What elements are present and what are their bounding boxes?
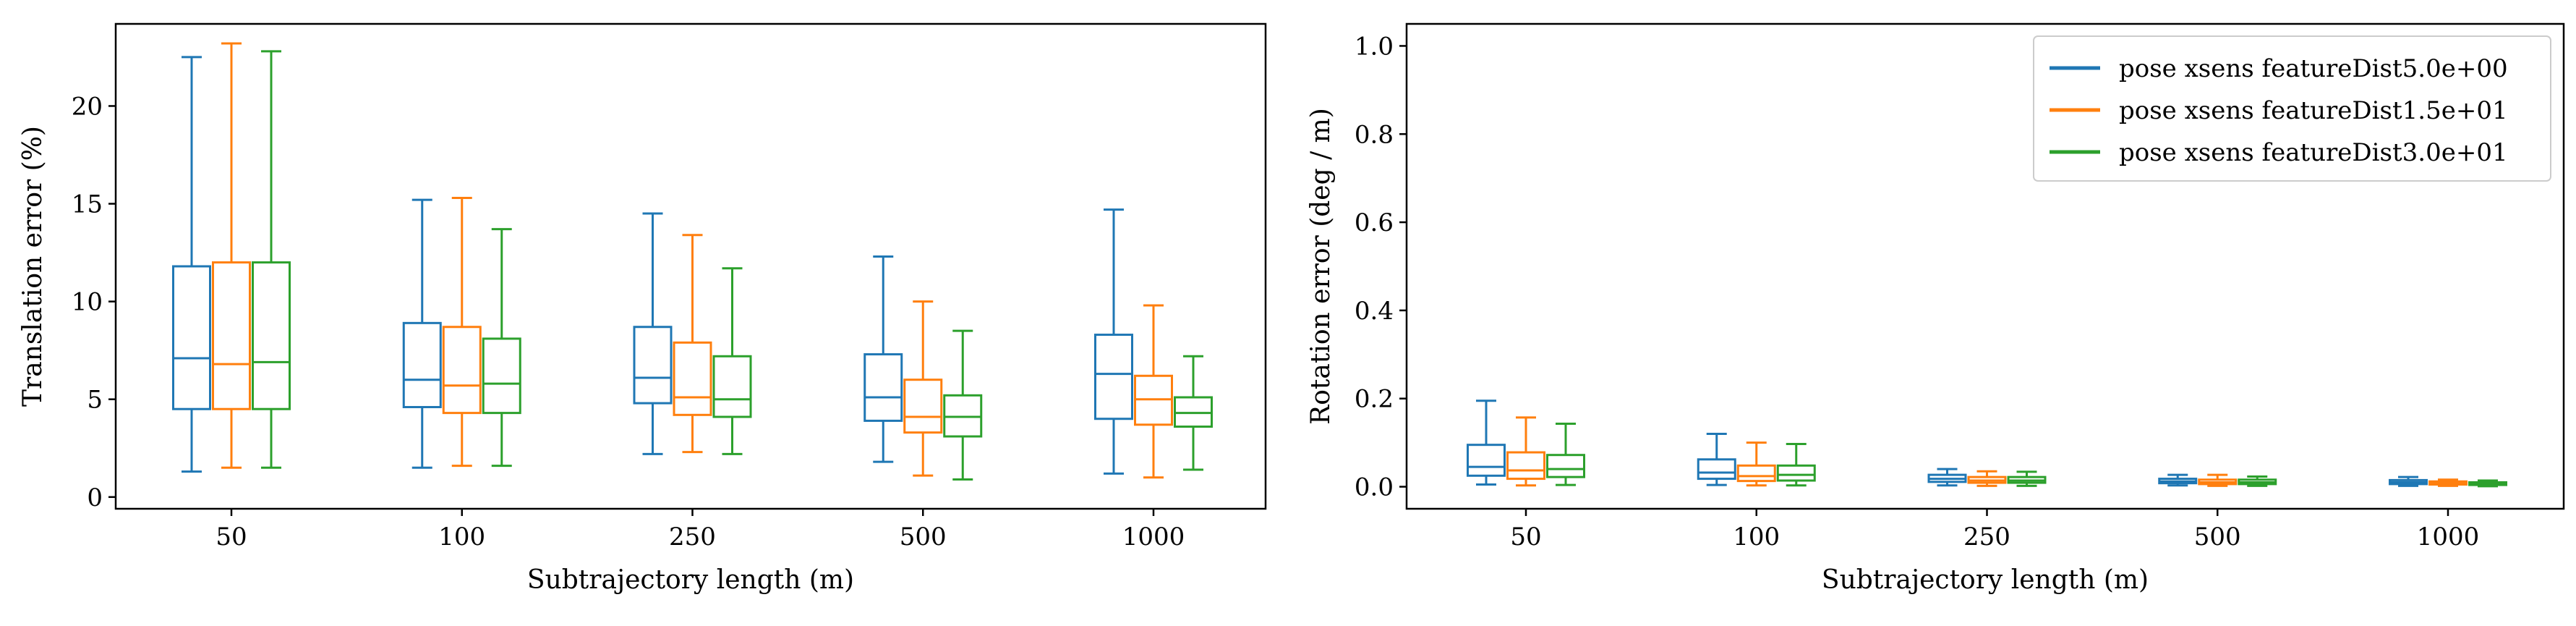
legend-label-series-0: pose xsens featureDist5.0e+00 bbox=[2119, 54, 2508, 83]
box-iqr bbox=[1736, 464, 1776, 483]
box-iqr bbox=[1546, 454, 1585, 478]
box-iqr bbox=[252, 261, 291, 410]
box-1000-series-0 bbox=[1094, 208, 1133, 475]
box-250-series-0 bbox=[1927, 468, 1967, 487]
box-100-series-0 bbox=[1697, 432, 1736, 486]
box-iqr bbox=[1776, 464, 1816, 482]
y-tick-label: 10 bbox=[72, 288, 103, 317]
y-axis-label: Translation error (%) bbox=[18, 126, 48, 407]
x-tick-label: 100 bbox=[1733, 523, 1780, 551]
y-tick-label: 20 bbox=[72, 92, 103, 121]
x-axis-label: Subtrajectory length (m) bbox=[1822, 565, 2149, 595]
translation-error-panel: 0 5 10 15 20 50 100 250 500 1000 Subtrajectory len… bbox=[18, 22, 1267, 595]
y-tick-label: 0.4 bbox=[1355, 297, 1394, 326]
box-250-series-0 bbox=[633, 212, 673, 455]
box-100-series-1 bbox=[442, 196, 482, 468]
box-100-series-2 bbox=[1776, 442, 1816, 487]
x-axis-label: Subtrajectory length (m) bbox=[527, 565, 854, 595]
x-tick-label: 100 bbox=[438, 523, 485, 551]
box-500-series-0 bbox=[863, 255, 903, 463]
x-tick-label: 1000 bbox=[1122, 523, 1185, 551]
box-iqr bbox=[442, 326, 482, 415]
y-tick-label: 0.0 bbox=[1355, 473, 1394, 502]
y-tick-label: 5 bbox=[87, 386, 103, 415]
box-iqr bbox=[903, 378, 943, 434]
y-tick-label: 0 bbox=[87, 483, 103, 512]
axes-frame bbox=[1405, 22, 2565, 510]
box-250-series-1 bbox=[1967, 470, 2007, 487]
box-iqr bbox=[402, 321, 442, 409]
box-500-series-0 bbox=[2158, 473, 2198, 487]
box-500-series-2 bbox=[2238, 475, 2277, 487]
box-1000-series-1 bbox=[2428, 478, 2468, 487]
box-iqr bbox=[1697, 458, 1736, 481]
box-500-series-1 bbox=[903, 300, 943, 477]
y-tick-label: 15 bbox=[72, 190, 103, 219]
box-iqr bbox=[1506, 451, 1545, 481]
y-tick-label: 0.8 bbox=[1355, 120, 1394, 149]
box-1000-series-2 bbox=[2468, 479, 2507, 488]
y-axis-label: Rotation error (deg / m) bbox=[1306, 108, 1336, 425]
axes-frame bbox=[114, 22, 1267, 510]
box-1000-series-2 bbox=[1174, 355, 1213, 471]
box-iqr bbox=[712, 355, 752, 418]
x-tick-label: 50 bbox=[1510, 523, 1541, 551]
box-iqr bbox=[673, 341, 712, 416]
box-250-series-2 bbox=[712, 267, 752, 455]
box-50-series-2 bbox=[1546, 422, 1585, 486]
x-tick-label: 50 bbox=[216, 523, 247, 551]
box-iqr bbox=[212, 261, 251, 410]
box-iqr bbox=[1094, 334, 1133, 420]
box-iqr bbox=[172, 265, 211, 410]
box-50-series-1 bbox=[1506, 416, 1545, 487]
legend-frame bbox=[2033, 35, 2551, 182]
legend-label-series-2: pose xsens featureDist3.0e+01 bbox=[2119, 138, 2508, 167]
box-iqr bbox=[1467, 444, 1506, 477]
box-iqr bbox=[633, 326, 673, 405]
rotation-error-panel: 0.0 0.2 0.4 0.6 0.8 1.0 50 100 250 500 1000 Subtraj… bbox=[1306, 22, 2565, 595]
y-tick-label: 0.2 bbox=[1355, 385, 1394, 414]
box-50-series-0 bbox=[172, 56, 211, 473]
legend-label-series-1: pose xsens featureDist1.5e+01 bbox=[2119, 96, 2508, 125]
box-500-series-1 bbox=[2198, 473, 2238, 487]
box-50-series-2 bbox=[252, 50, 291, 469]
box-250-series-2 bbox=[2007, 470, 2047, 487]
box-100-series-2 bbox=[482, 228, 521, 468]
x-tick-label: 500 bbox=[2194, 523, 2241, 551]
box-50-series-0 bbox=[1467, 399, 1506, 486]
x-tick-label: 250 bbox=[1963, 523, 2010, 551]
box-1000-series-1 bbox=[1134, 304, 1173, 479]
box-50-series-1 bbox=[212, 42, 251, 469]
box-100-series-0 bbox=[402, 198, 442, 469]
y-tick-label: 0.6 bbox=[1355, 208, 1394, 237]
x-tick-label: 500 bbox=[900, 523, 947, 551]
box-250-series-1 bbox=[673, 234, 712, 454]
box-1000-series-0 bbox=[2389, 475, 2428, 487]
y-tick-label: 1.0 bbox=[1355, 32, 1394, 61]
box-iqr bbox=[863, 353, 903, 422]
x-tick-label: 250 bbox=[669, 523, 716, 551]
legend: pose xsens featureDist5.0e+00 pose xsens … bbox=[2033, 35, 2551, 182]
box-100-series-1 bbox=[1736, 441, 1776, 487]
box-iqr bbox=[482, 337, 521, 415]
x-tick-label: 1000 bbox=[2417, 523, 2480, 551]
box-500-series-2 bbox=[943, 329, 983, 481]
